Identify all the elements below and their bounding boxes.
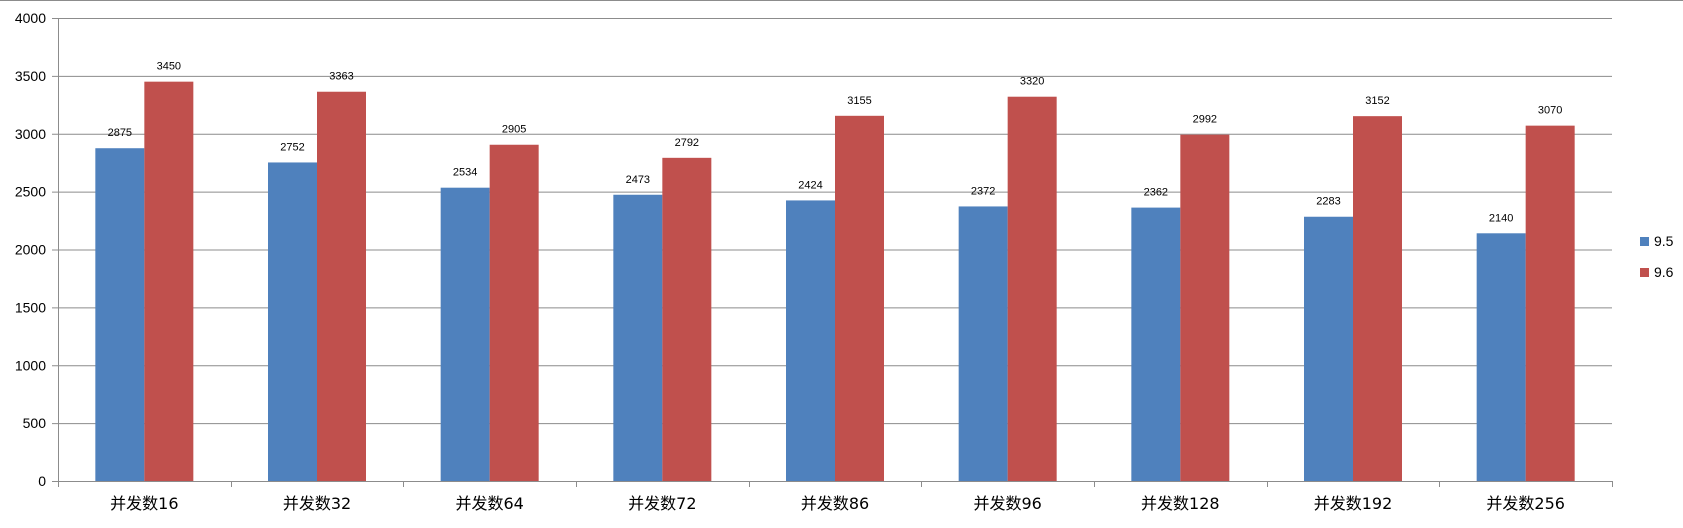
x-category-label: 并发数128 [1141,494,1220,513]
data-label: 2473 [626,174,650,186]
top-border [0,0,1683,1]
y-tick-label: 2000 [15,242,46,258]
bar-9-5 [958,206,1008,482]
data-label: 2372 [971,185,995,197]
legend-swatch [1640,268,1649,277]
x-category-label: 并发数16 [110,494,178,513]
bar-9-6 [144,81,194,481]
bar-9-5 [1476,233,1526,481]
data-label: 3320 [1020,76,1044,88]
bar-9-6 [489,144,539,481]
data-label: 3155 [847,95,871,107]
x-category-label: 并发数256 [1486,494,1565,513]
x-category-label: 并发数72 [628,494,696,513]
y-tick-label: 1500 [15,299,46,315]
x-category-label: 并发数96 [973,494,1041,513]
y-tick-label: 1000 [15,357,46,373]
x-category-label: 并发数192 [1314,494,1393,513]
bar-9-5 [268,162,317,481]
bar-9-6 [662,157,712,482]
x-category-label: 并发数64 [455,494,523,513]
bar-9-5 [613,194,663,481]
data-label: 2534 [453,167,477,179]
y-tick-label: 500 [23,415,47,431]
y-tick-label: 2500 [15,184,46,200]
data-label: 2792 [675,137,699,149]
bar-9-6 [1007,96,1057,482]
legend-swatch [1640,237,1649,246]
bar-9-5 [1131,207,1181,481]
data-label: 3070 [1538,105,1562,117]
data-label: 2140 [1489,212,1513,224]
bar-9-6 [1525,125,1575,482]
bar-9-5 [440,187,490,481]
data-label: 2905 [502,124,526,136]
bar-9-5 [95,148,145,481]
y-tick-label: 4000 [15,10,46,26]
y-tick-label: 3500 [15,68,46,84]
data-label: 2362 [1144,187,1168,199]
data-label: 3363 [329,71,353,83]
data-label: 3152 [1365,95,1389,107]
data-label: 2992 [1193,114,1217,126]
y-tick-label: 3000 [15,126,46,142]
bar-9-6 [835,115,884,481]
data-label: 2875 [108,127,132,139]
bar-9-5 [786,200,835,481]
x-category-label: 并发数86 [801,494,869,513]
data-label: 3450 [157,61,181,73]
data-label: 2424 [798,179,822,191]
data-label: 2752 [280,141,304,153]
legend-label: 9.6 [1654,264,1674,280]
x-category-label: 并发数32 [283,494,351,513]
y-tick-label: 0 [38,473,46,489]
bar-9-6 [1353,116,1402,481]
legend-label: 9.5 [1654,233,1674,249]
bar-9-6 [317,91,366,481]
bar-9-5 [1304,216,1353,482]
bar-9-6 [1180,134,1230,481]
data-label: 2283 [1316,196,1340,208]
